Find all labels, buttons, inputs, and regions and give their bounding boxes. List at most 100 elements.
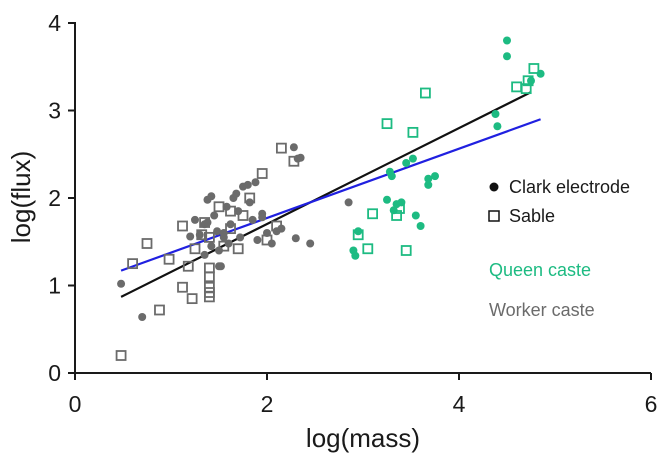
queen-clark-point — [402, 159, 411, 167]
worker-sable-point — [199, 217, 211, 228]
worker-sable-point — [203, 271, 215, 283]
y-tick-label: 0 — [48, 360, 61, 386]
x-tick-label: 2 — [261, 391, 274, 417]
worker-sable-point — [127, 258, 139, 270]
worker-sable-point — [186, 293, 198, 305]
worker-sable-point — [275, 142, 287, 154]
worker-clark-point — [243, 180, 252, 189]
y-tick-label: 3 — [48, 98, 61, 124]
queen-clark-point — [354, 227, 363, 236]
worker-sable-point — [225, 205, 236, 217]
worker-clark-point — [253, 236, 262, 244]
worker-sable-point — [271, 220, 283, 232]
y-tick-label: 4 — [48, 10, 61, 36]
queen-sable-point — [528, 63, 540, 74]
worker-sable-point — [203, 291, 215, 303]
tick-labels: 0 2 4 6 0 1 2 3 4 — [48, 10, 657, 417]
worker-clark-point — [191, 215, 199, 224]
worker-sable-point — [196, 229, 208, 241]
queen-clark-point — [424, 174, 433, 183]
queen-clark-point — [408, 154, 417, 163]
worker-clark-point — [289, 143, 298, 152]
ticks — [68, 22, 652, 380]
queen-clark-point — [491, 110, 500, 118]
worker-sable-point — [177, 281, 188, 293]
queen-clark-point — [416, 222, 425, 230]
queen-clark-point — [424, 180, 433, 189]
x-tick-label: 4 — [453, 391, 466, 417]
data-points — [115, 36, 545, 361]
x-tick-label: 0 — [69, 391, 82, 417]
worker-sable-point — [256, 168, 268, 179]
caste-labels: Queen caste Worker caste — [489, 260, 595, 320]
worker-clark-point — [213, 227, 222, 236]
legend-sable-label: Sable — [509, 206, 555, 226]
worker-clark-point — [219, 233, 228, 242]
worker-sable-point — [163, 253, 175, 265]
queen-clark-point — [349, 246, 358, 255]
worker-sable-point — [218, 240, 230, 252]
queen-clark-point — [411, 211, 420, 220]
queen-sable-point — [362, 243, 374, 255]
worker-clark-point — [117, 279, 126, 288]
worker-sable-point — [288, 155, 300, 167]
worker-sable-point — [225, 223, 236, 235]
legend-clark-label: Clark electrode — [509, 177, 630, 197]
worker-clark-point — [200, 250, 209, 259]
queen-sable-point — [511, 81, 522, 93]
worker-caste-label: Worker caste — [489, 300, 595, 320]
worker-clark-point — [215, 262, 223, 271]
worker-clark-point — [258, 213, 267, 222]
x-tick-label: 6 — [645, 391, 658, 417]
worker-clark-point — [186, 232, 195, 241]
queen-sable-point — [520, 83, 532, 95]
worker-sable-point — [237, 210, 249, 221]
queen-caste-label: Queen caste — [489, 260, 591, 280]
worker-clark-point — [203, 218, 212, 227]
worker-sable-point — [141, 238, 153, 249]
queen-sable-point — [391, 210, 403, 221]
worker-sable-point — [244, 192, 256, 204]
fit-line-blue — [120, 118, 541, 272]
fit-line-black — [120, 91, 532, 298]
queen-sable-point — [367, 208, 379, 220]
worker-clark-point — [236, 233, 245, 242]
worker-sable-point — [115, 350, 127, 361]
queen-sable-point — [407, 126, 419, 138]
worker-sable-point — [203, 262, 215, 274]
x-axis-label: log(mass) — [306, 423, 420, 453]
queen-sable-point — [522, 75, 534, 87]
queen-sable-point — [394, 203, 405, 214]
queen-clark-point — [387, 172, 396, 181]
worker-clark-point — [306, 239, 315, 248]
legend-clark-marker — [489, 182, 499, 192]
worker-clark-point — [232, 189, 241, 198]
y-tick-label: 1 — [48, 273, 61, 299]
legend-sable-marker — [488, 210, 500, 222]
queen-clark-point — [493, 122, 502, 131]
y-axis-label: log(flux) — [6, 151, 36, 243]
worker-sable-point — [189, 243, 201, 255]
queen-clark-point — [503, 36, 511, 45]
worker-clark-point — [251, 178, 260, 187]
worker-sable-point — [154, 304, 165, 316]
worker-clark-point — [207, 242, 216, 251]
worker-clark-point — [210, 211, 219, 220]
queen-sable-point — [352, 229, 364, 241]
worker-clark-point — [344, 198, 353, 207]
legend: Clark electrode Sable — [488, 177, 630, 226]
axes — [74, 22, 651, 374]
worker-sable-point — [203, 231, 215, 243]
worker-sable-point — [232, 243, 244, 255]
queen-sable-point — [400, 245, 412, 256]
worker-sable-point — [177, 220, 188, 232]
worker-clark-point — [291, 234, 300, 243]
worker-sable-point — [182, 260, 194, 272]
queen-sable-point — [419, 87, 431, 99]
queen-clark-point — [383, 195, 391, 204]
queen-clark-point — [503, 52, 511, 61]
worker-sable-point — [261, 234, 273, 246]
worker-clark-point — [207, 192, 216, 201]
worker-sable-point — [213, 201, 225, 213]
